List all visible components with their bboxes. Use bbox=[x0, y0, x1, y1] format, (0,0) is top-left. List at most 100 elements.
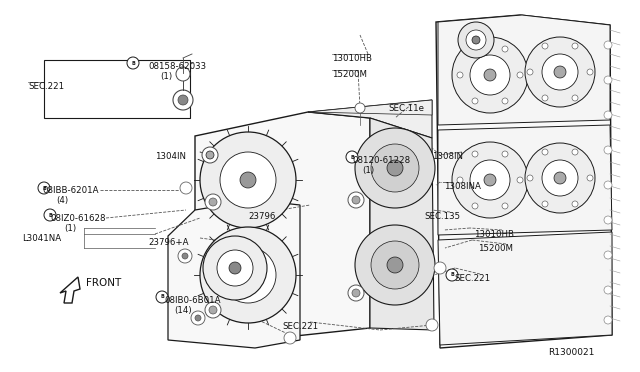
Circle shape bbox=[554, 172, 566, 184]
Text: SEC.221: SEC.221 bbox=[28, 82, 64, 91]
Circle shape bbox=[371, 241, 419, 289]
Circle shape bbox=[240, 172, 256, 188]
Circle shape bbox=[180, 182, 192, 194]
Circle shape bbox=[472, 98, 478, 104]
Text: L3041NA: L3041NA bbox=[22, 234, 61, 243]
Circle shape bbox=[434, 262, 446, 274]
Circle shape bbox=[352, 289, 360, 297]
Circle shape bbox=[355, 103, 365, 113]
Polygon shape bbox=[308, 100, 432, 115]
Circle shape bbox=[426, 319, 438, 331]
Text: B: B bbox=[160, 295, 164, 299]
Text: 08158-62033: 08158-62033 bbox=[148, 62, 206, 71]
Circle shape bbox=[604, 251, 612, 259]
Circle shape bbox=[182, 253, 188, 259]
Circle shape bbox=[203, 236, 267, 300]
Text: B: B bbox=[48, 212, 52, 218]
Circle shape bbox=[604, 181, 612, 189]
Circle shape bbox=[484, 174, 496, 186]
Bar bbox=[44, 60, 190, 118]
Circle shape bbox=[205, 194, 221, 210]
Circle shape bbox=[446, 269, 458, 281]
Circle shape bbox=[502, 203, 508, 209]
Circle shape bbox=[452, 142, 528, 218]
Circle shape bbox=[542, 95, 548, 101]
Circle shape bbox=[502, 98, 508, 104]
Circle shape bbox=[484, 69, 496, 81]
Circle shape bbox=[156, 291, 168, 303]
Text: B: B bbox=[350, 154, 354, 160]
Polygon shape bbox=[438, 125, 612, 235]
Text: (1): (1) bbox=[64, 224, 76, 233]
Circle shape bbox=[44, 209, 56, 221]
Circle shape bbox=[604, 286, 612, 294]
Circle shape bbox=[466, 30, 486, 50]
Circle shape bbox=[173, 90, 193, 110]
Circle shape bbox=[542, 43, 548, 49]
Circle shape bbox=[517, 72, 523, 78]
Circle shape bbox=[572, 201, 578, 207]
Circle shape bbox=[472, 36, 480, 44]
Circle shape bbox=[604, 146, 612, 154]
Polygon shape bbox=[308, 100, 432, 138]
Circle shape bbox=[472, 151, 478, 157]
Text: 1304IN: 1304IN bbox=[155, 152, 186, 161]
Circle shape bbox=[470, 55, 510, 95]
Circle shape bbox=[284, 332, 296, 344]
Circle shape bbox=[220, 247, 276, 303]
Circle shape bbox=[176, 67, 190, 81]
Circle shape bbox=[472, 46, 478, 52]
Circle shape bbox=[38, 182, 50, 194]
Polygon shape bbox=[438, 15, 610, 125]
Text: (4): (4) bbox=[56, 196, 68, 205]
Circle shape bbox=[542, 149, 548, 155]
Polygon shape bbox=[436, 15, 612, 348]
Polygon shape bbox=[195, 112, 370, 340]
Circle shape bbox=[527, 69, 533, 75]
Text: (1): (1) bbox=[160, 72, 172, 81]
Circle shape bbox=[604, 216, 612, 224]
Circle shape bbox=[178, 95, 188, 105]
Polygon shape bbox=[370, 118, 434, 330]
Circle shape bbox=[178, 249, 192, 263]
Circle shape bbox=[542, 54, 578, 90]
Circle shape bbox=[542, 201, 548, 207]
Text: 23796+A: 23796+A bbox=[148, 238, 189, 247]
Circle shape bbox=[587, 175, 593, 181]
Circle shape bbox=[348, 285, 364, 301]
Text: SEC.135: SEC.135 bbox=[424, 212, 460, 221]
Text: 08IZ0-61628: 08IZ0-61628 bbox=[50, 214, 106, 223]
Circle shape bbox=[191, 311, 205, 325]
Circle shape bbox=[346, 151, 358, 163]
Circle shape bbox=[572, 95, 578, 101]
Circle shape bbox=[502, 46, 508, 52]
Circle shape bbox=[209, 198, 217, 206]
Text: 1308INA: 1308INA bbox=[444, 182, 481, 191]
Circle shape bbox=[348, 192, 364, 208]
Text: 08IBB-6201A: 08IBB-6201A bbox=[42, 186, 99, 195]
Circle shape bbox=[457, 72, 463, 78]
Circle shape bbox=[209, 306, 217, 314]
Circle shape bbox=[470, 160, 510, 200]
Circle shape bbox=[472, 203, 478, 209]
Circle shape bbox=[355, 225, 435, 305]
Circle shape bbox=[387, 160, 403, 176]
Circle shape bbox=[220, 152, 276, 208]
Text: (14): (14) bbox=[174, 306, 191, 315]
Text: FRONT: FRONT bbox=[86, 278, 121, 288]
Circle shape bbox=[525, 143, 595, 213]
Circle shape bbox=[240, 267, 256, 283]
Circle shape bbox=[205, 302, 221, 318]
Circle shape bbox=[554, 66, 566, 78]
Circle shape bbox=[525, 37, 595, 107]
Text: R1300021: R1300021 bbox=[548, 348, 595, 357]
Circle shape bbox=[604, 111, 612, 119]
Circle shape bbox=[457, 177, 463, 183]
Circle shape bbox=[572, 43, 578, 49]
Text: 13010HB: 13010HB bbox=[332, 54, 372, 63]
Circle shape bbox=[604, 41, 612, 49]
Circle shape bbox=[527, 175, 533, 181]
Circle shape bbox=[127, 57, 139, 69]
Circle shape bbox=[452, 37, 528, 113]
Circle shape bbox=[517, 177, 523, 183]
